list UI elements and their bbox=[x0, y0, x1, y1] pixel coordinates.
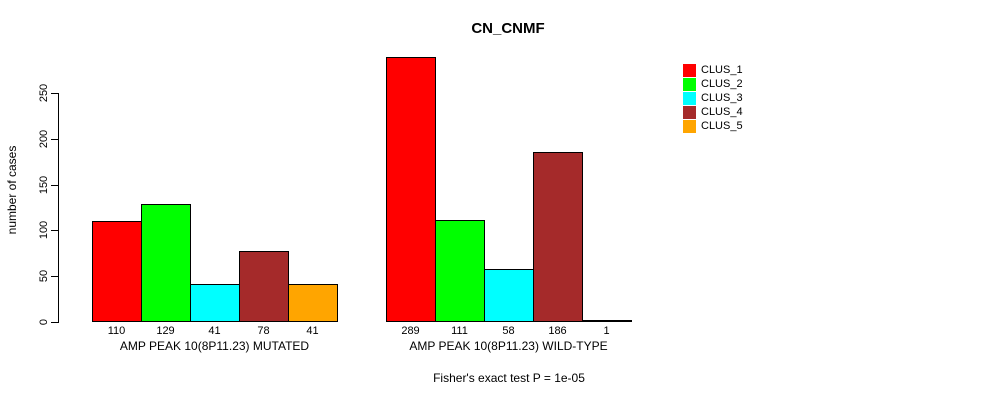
bar-clus_2-group2 bbox=[435, 220, 485, 322]
y-tick-label: 200 bbox=[38, 129, 50, 149]
bar-value-label: 289 bbox=[401, 325, 420, 337]
legend-swatch-clus_1 bbox=[683, 63, 696, 77]
bar-value-label: 1 bbox=[603, 325, 610, 337]
y-tick-label: 250 bbox=[38, 83, 50, 103]
bar-value-label: 78 bbox=[257, 325, 270, 337]
legend-label: CLUS_4 bbox=[701, 106, 743, 118]
legend-label: CLUS_3 bbox=[701, 92, 743, 104]
bar-value-label: 111 bbox=[451, 325, 468, 337]
bar-clus_4-group1 bbox=[239, 251, 289, 322]
group-axis-label: AMP PEAK 10(8P11.23) WILD-TYPE bbox=[409, 339, 608, 353]
bar-value-label: 41 bbox=[306, 325, 319, 337]
bar-value-label: 110 bbox=[107, 325, 126, 337]
bar-clus_1-group2 bbox=[386, 57, 436, 322]
y-tick-mark bbox=[51, 139, 58, 140]
bar-clus_5-group1 bbox=[288, 284, 338, 322]
bar-value-label: 58 bbox=[502, 325, 515, 337]
bar-clus_3-group2 bbox=[484, 269, 534, 322]
group-axis-label: AMP PEAK 10(8P11.23) MUTATED bbox=[119, 339, 310, 353]
bar-clus_3-group1 bbox=[190, 284, 240, 322]
legend-swatch-clus_3 bbox=[683, 91, 696, 105]
bar-value-label: 129 bbox=[156, 325, 175, 337]
bar-clus_5-group2 bbox=[582, 320, 632, 322]
y-tick-label: 100 bbox=[38, 220, 50, 240]
y-tick-mark bbox=[51, 93, 58, 94]
bar-clus_2-group1 bbox=[141, 204, 191, 322]
y-tick-mark bbox=[51, 230, 58, 231]
y-axis-title: number of cases bbox=[5, 145, 19, 235]
chart-title: CN_CNMF bbox=[471, 20, 545, 37]
y-tick-label: 0 bbox=[38, 318, 50, 326]
bar-clus_1-group1 bbox=[92, 221, 142, 322]
bar-value-label: 186 bbox=[548, 325, 567, 337]
y-tick-mark bbox=[51, 322, 58, 323]
bar-clus_4-group2 bbox=[533, 152, 583, 322]
y-axis-line bbox=[58, 93, 59, 323]
legend-label: CLUS_2 bbox=[701, 78, 743, 90]
y-tick-label: 150 bbox=[38, 175, 50, 195]
y-tick-mark bbox=[51, 276, 58, 277]
bar-value-label: 41 bbox=[208, 325, 221, 337]
y-tick-mark bbox=[51, 185, 58, 186]
stat-test-caption: Fisher's exact test P = 1e-05 bbox=[433, 371, 585, 385]
legend-swatch-clus_5 bbox=[683, 119, 696, 133]
legend-label: CLUS_1 bbox=[701, 64, 743, 76]
legend-swatch-clus_2 bbox=[683, 77, 696, 91]
y-tick-label: 50 bbox=[38, 269, 50, 283]
legend-swatch-clus_4 bbox=[683, 105, 696, 119]
legend-label: CLUS_5 bbox=[701, 120, 743, 132]
